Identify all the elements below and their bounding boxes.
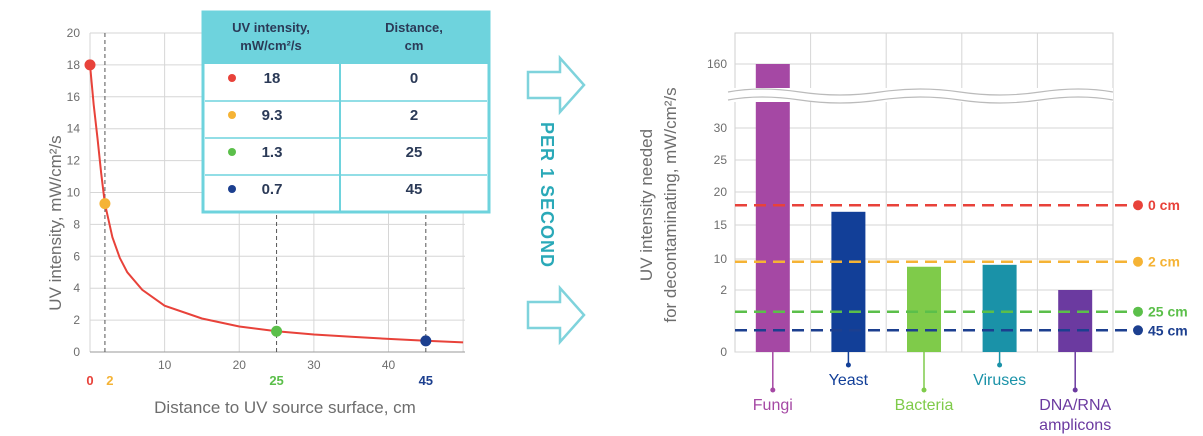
reference-label: 25 cm xyxy=(1148,304,1188,320)
table-cell-intensity: 1.3 xyxy=(262,144,283,161)
category-labels: Fungi Yeast Bacteria Viruses DNA/RNA amplicon… xyxy=(753,352,1112,434)
table-cell-distance: 25 xyxy=(406,144,423,161)
left-y-ticks: 0 2 4 6 8 10 12 14 16 18 20 xyxy=(67,26,81,359)
category-label: Viruses xyxy=(973,372,1026,389)
point-x-label: 25 xyxy=(269,373,283,388)
reference-label: 45 cm xyxy=(1148,322,1188,338)
left-point-labels: 0 2 25 45 xyxy=(86,373,433,388)
table-cell-intensity: 0.7 xyxy=(262,181,283,198)
table-row-dot xyxy=(228,111,236,119)
reference-label: 2 cm xyxy=(1148,254,1180,270)
y-tick-label: 25 xyxy=(714,153,728,167)
y-tick-label: 0 xyxy=(720,345,727,359)
x-tick-label: 40 xyxy=(382,358,396,372)
arrows xyxy=(526,54,586,346)
x-tick-label: 10 xyxy=(158,358,172,372)
category-dot xyxy=(921,387,927,393)
y-tick-label: 18 xyxy=(67,58,81,72)
point-x-label: 2 xyxy=(106,373,113,388)
y-tick-label: 4 xyxy=(73,281,80,295)
left-points xyxy=(84,59,432,347)
table-cell-distance: 0 xyxy=(410,70,418,87)
y-tick-label: 2 xyxy=(720,283,727,297)
arrow-icon xyxy=(526,284,586,346)
data-point xyxy=(99,198,111,210)
bar xyxy=(982,264,1017,352)
table-row-dot xyxy=(228,185,236,193)
category-label-line2: amplicons xyxy=(1039,417,1111,434)
y-tick-label: 12 xyxy=(67,154,81,168)
y-tick-label: 15 xyxy=(714,218,728,232)
table-header-distance-1: Distance, xyxy=(385,20,443,35)
bar xyxy=(1058,290,1093,352)
table-cell-distance: 2 xyxy=(410,107,418,124)
left-x-axis-title: Distance to UV source surface, cm xyxy=(154,398,416,417)
point-x-label: 0 xyxy=(86,373,93,388)
category-dot xyxy=(997,362,1003,368)
y-tick-label: 0 xyxy=(73,345,80,359)
category-dot xyxy=(845,362,851,368)
category-label: Yeast xyxy=(829,372,869,389)
x-tick-label: 30 xyxy=(307,358,321,372)
y-tick-label: 14 xyxy=(67,122,81,136)
data-point xyxy=(84,59,96,71)
table-cell-intensity: 18 xyxy=(264,70,281,87)
left-x-ticks: 10 20 30 40 xyxy=(158,358,396,372)
table-rows: 18 0 9.3 2 1.3 25 0.7 45 xyxy=(228,70,422,198)
reference-dot xyxy=(1133,256,1143,267)
bar xyxy=(907,266,941,352)
table-header-distance-2: cm xyxy=(405,38,424,53)
right-y-axis-title-2: for decontaminating, mW/cm²/s xyxy=(661,87,680,322)
reference-label: 0 cm xyxy=(1148,197,1180,213)
y-tick-label: 2 xyxy=(73,313,80,327)
bar xyxy=(831,211,866,352)
y-tick-label: 16 xyxy=(67,90,81,104)
category-dot xyxy=(770,387,776,393)
table-row-dot xyxy=(228,74,236,82)
per-second-label: PER 1 SECOND xyxy=(537,122,557,268)
table-row-dot xyxy=(228,148,236,156)
y-tick-label: 160 xyxy=(707,57,727,71)
decay-curve xyxy=(89,64,464,344)
table-header-intensity-1: UV intensity, xyxy=(232,20,310,35)
reference-dot xyxy=(1133,325,1143,336)
table-cell-intensity: 9.3 xyxy=(262,107,283,124)
x-tick-label: 20 xyxy=(233,358,247,372)
y-tick-label: 6 xyxy=(73,249,80,263)
right-bars xyxy=(755,64,1093,352)
table-header-intensity-2: mW/cm²/s xyxy=(240,38,301,53)
data-point xyxy=(420,335,432,347)
y-tick-label: 10 xyxy=(67,186,81,200)
category-label: DNA/RNA xyxy=(1039,397,1111,414)
axis-break-mark xyxy=(727,88,1114,104)
intensity-table: UV intensity, mW/cm²/s Distance, cm 18 0 9… xyxy=(201,10,491,214)
y-tick-label: 30 xyxy=(714,121,728,135)
bar xyxy=(755,64,790,352)
y-tick-label: 20 xyxy=(714,185,728,199)
arrow-icon xyxy=(526,54,586,116)
right-y-ticks: 0 2 10 15 20 25 30 160 xyxy=(707,57,727,359)
point-x-label: 45 xyxy=(419,373,433,388)
category-dot xyxy=(1072,387,1078,393)
y-tick-label: 8 xyxy=(73,217,80,231)
category-label: Fungi xyxy=(753,397,793,414)
data-point xyxy=(271,325,283,337)
table-cell-distance: 45 xyxy=(406,181,423,198)
reference-dot xyxy=(1133,200,1143,211)
y-tick-label: 20 xyxy=(67,26,81,40)
reference-dot xyxy=(1133,306,1143,317)
y-tick-label: 10 xyxy=(714,252,728,266)
reference-lines: 0 cm 2 cm 25 cm 45 cm xyxy=(735,197,1188,338)
category-label: Bacteria xyxy=(895,397,954,414)
right-y-axis-title-1: UV intensity needed xyxy=(637,129,656,281)
left-y-axis-title: UV intensity, mW/cm²/s xyxy=(46,135,65,310)
